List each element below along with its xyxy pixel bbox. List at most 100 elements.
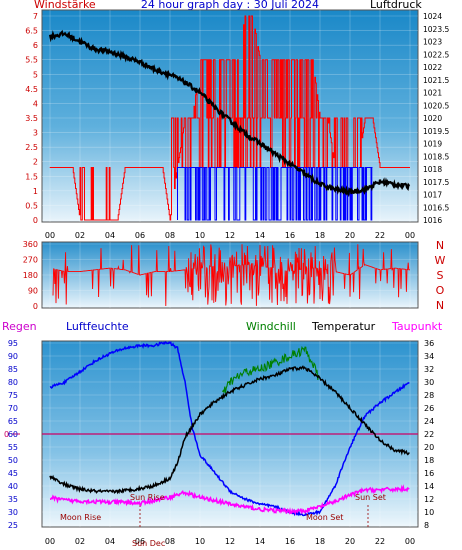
pressure-tick-label: 1023.5 [423,25,449,34]
compass-letter: W [435,254,446,267]
pressure-tick-label: 1020.5 [423,101,449,110]
direction-tick-label: 0 [33,302,38,311]
pressure-tick-label: 1020 [423,114,442,123]
top-series [48,15,411,221]
temperature-line [49,365,410,495]
windchill-label: Windchill [246,320,296,333]
humidity-tick-label: 95 [8,339,18,348]
wind-tick-label: 3 [33,129,38,138]
direction-tick-label: 360 [23,240,38,249]
top-hour-label: 16 [285,231,295,240]
direction-series [52,244,410,307]
top-hour-ticks: 00 02 04 06 08 10 12 14 16 18 20 22 00 [45,231,415,240]
temperature-tick-label: 28 [424,391,434,400]
humidity-tick-label: 35 [8,495,18,504]
top-hour-label: 22 [375,231,385,240]
humidity-tick-label: 50 [8,456,18,465]
humidity-label: Luftfeuchte [66,320,129,333]
wind-tick-label: 2 [33,158,38,167]
temperature-tick-label: 30 [424,378,434,387]
wind-direction-line [52,244,410,307]
wind-tick-label: 0 [33,216,38,225]
compass-letter: O [436,284,445,297]
humidity-tick-label: 55 [8,443,18,452]
wind-tick-label: 5 [33,70,38,79]
pressure-tick-label: 1024 [423,12,442,21]
top-hour-label: 00 [45,231,55,240]
temperature-tick-label: 22 [424,430,434,439]
humidity-tick-label: 75 [8,391,18,400]
top-hour-label: 20 [345,231,355,240]
temperature-label: Temperatur [311,320,376,333]
wind-tick-label: 0.5 [25,201,38,210]
top-hour-label: 06 [135,231,145,240]
top-hour-label: 10 [195,231,205,240]
direction-tick-label: 270 [23,256,38,265]
pressure-tick-label: 1019.5 [423,127,449,136]
direction-tick-label: 90 [28,287,38,296]
bottom-hour-label: 14 [255,537,265,546]
humidity-tick-label: 70 [8,404,18,413]
wind-tick-label: 7 [33,12,38,21]
bottom-hour-label: 00 [45,537,55,546]
bottom-hour-label: 02 [75,537,85,546]
pressure-tick-label: 1022 [423,63,442,72]
wind-tick-label: 1 [33,187,38,196]
humidity-tick-label: 30 [8,508,18,517]
bottom-hour-label: 20 [345,537,355,546]
humidity-tick-label: 45 [8,469,18,478]
direction-plot-area [41,241,419,309]
temperature-tick-label: 32 [424,365,434,374]
temperature-tick-label: 26 [424,404,434,413]
wind-label: Windstärke [34,0,96,11]
temperature-tick-label: 20 [424,443,434,452]
top-hour-label: 08 [165,231,175,240]
moon-set-annotation: Moon Set [306,513,343,522]
dewpoint-label: Taupunkt [391,320,443,333]
temperature-tick-label: 10 [424,508,434,517]
bottom-hour-label: 00 [405,537,415,546]
wind-tick-label: 3.5 [25,114,38,123]
rain-label: Regen [2,320,37,333]
temperature-tick-label: 12 [424,495,434,504]
sun-dec-annotation: Sun Dec [132,539,165,548]
humidity-tick-label: 90 [8,352,18,361]
humidity-tick-label: 80 [8,378,18,387]
temperature-tick-label: 14 [424,482,434,491]
pressure-tick-label: 1017 [423,191,442,200]
top-hour-label: 12 [225,231,235,240]
temperature-tick-label: 16 [424,469,434,478]
pressure-tick-label: 1018 [423,165,442,174]
compass-letter: S [437,269,444,282]
wind-tick-label: 2.5 [25,143,38,152]
pressure-tick-label: 1018.5 [423,152,449,161]
pressure-label: Luftdruck [370,0,422,11]
temperature-tick-label: 36 [424,339,434,348]
bottom-hour-label: 10 [195,537,205,546]
temperature-tick-label: 34 [424,352,434,361]
top-hour-label: 04 [105,231,115,240]
rain-zero-tick: 0 [4,430,9,439]
humidity-tick-label: 40 [8,482,18,491]
bottom-hour-label: 16 [285,537,295,546]
wind-tick-label: 5.5 [25,56,38,65]
bottom-hour-ticks: 00 02 04 06 08 10 12 14 16 18 20 22 00 [45,537,415,546]
wind-axis-ticks: 7 6.5 6 5.5 5 4.5 4 3.5 3 2.5 2 1.5 1 0.5 0 [25,12,38,225]
wind-tick-label: 1.5 [25,172,38,181]
direction-tick-label: 180 [23,271,38,280]
pressure-tick-label: 1023 [423,38,442,47]
temperature-tick-label: 18 [424,456,434,465]
compass-letter: N [436,239,444,252]
temperature-tick-label: 8 [424,521,429,530]
bottom-hour-label: 18 [315,537,325,546]
bottom-hour-label: 04 [105,537,115,546]
windchill-line [222,345,320,394]
top-hour-label: 02 [75,231,85,240]
pressure-tick-label: 1021 [423,89,442,98]
top-hour-label: 18 [315,231,325,240]
bottom-hour-label: 22 [375,537,385,546]
humidity-tick-label: 60 [8,430,18,439]
wind-avg-line [177,167,373,221]
sun-rise-annotation: Sun Rise [130,493,165,502]
